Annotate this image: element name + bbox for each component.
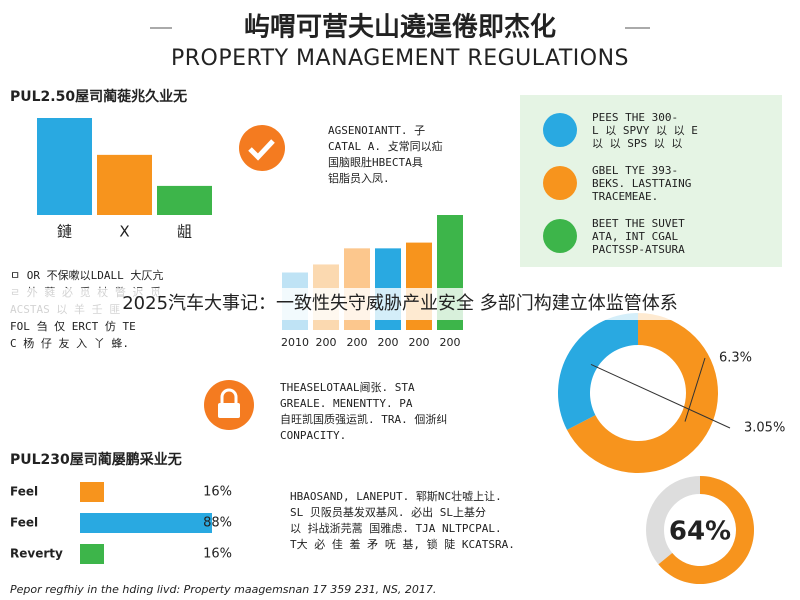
check-text: 国脑眼肚HBECTA具 [328,155,423,169]
lock-body [218,403,240,418]
panel-text: PACTSSP-ATSURA [592,243,685,256]
bar [37,118,92,215]
y-tick-label: Feel [10,485,38,499]
leader-line [590,363,731,429]
note-text: HBAOSAND, LANEPUT. 郓斯NC壮嘘上让. [290,490,502,503]
left-text: C 杨 仔 友 入 丫 蜂. [10,336,129,350]
footer: Pepor regfhiy in the hding livd: Propert… [10,583,436,596]
panel-text: L 以 SPVY 以 以 E [592,124,698,137]
panel-text: 以 以 SPS 以 以 [592,137,682,150]
value-label: 6.3% [719,351,752,366]
y-tick-label: Feel [10,516,38,530]
left-text: ㅁ OR 不保嗽以LDALL 大仄亢 [10,268,163,282]
banner: 2025汽车大事记：一致性失守威胁产业安全 多部门构建立体监管体系 [122,293,678,314]
x-tick-label: 200 [378,336,399,349]
x-tick-label: 200 [440,336,461,349]
section-title: PUL230屋司蔺屡鹏采业无 [10,451,182,468]
bar [97,154,152,215]
title-en: PROPERTY MANAGEMENT REGULATIONS [171,46,629,71]
donut-segment [566,313,719,474]
lock-text: CONPACITY. [280,429,346,442]
x-tick-label: 2010 [281,336,309,349]
x-tick-label: 200 [316,336,337,349]
x-tick-label: 200 [347,336,368,349]
check-mark [248,139,275,161]
check-text: AGSENOIANTT. 子 [328,124,425,137]
gauge-fill [658,476,754,584]
check-icon [239,125,285,171]
bar [80,482,104,502]
bullet [543,113,577,147]
note-text: SL 贝阪员基发双基风. 必出 SL上基分 [290,505,486,519]
note-text: T大 必 佳 羞 矛 呒 基, 锁 陡 KCATSRA. [290,537,515,551]
donut-segment [558,313,638,430]
value-label: 64% [669,517,731,547]
panel-text: GBEL TYE 393- [592,164,678,177]
check-text: CATAL A. 攴常同以疝 [328,139,443,153]
panel-text: ATA, INT CGAL [592,230,678,243]
value-label: 88% [203,516,232,531]
section-title: PUL2.50屋司蔺蓰兆久业无 [10,88,187,105]
bullet [543,166,577,200]
lock-text: GREALE. MENENTTY. PA [280,397,413,410]
panel-text: TRACEMEAE. [592,190,658,203]
panel-text: BEKS. LASTTAING [592,177,691,190]
x-tick-label: 200 [409,336,430,349]
bar [80,513,212,533]
check-text: 铝脂员入凤. [328,171,390,185]
panel-text: BEET THE SUVET [592,217,685,230]
value-label: 16% [203,485,232,500]
banner-bg [0,288,800,320]
y-tick-label: Reverty [10,547,63,561]
bullet [543,219,577,253]
x-tick-label: X [119,223,129,241]
lock-text: THEASELOTAAL阃张. STA [280,381,415,394]
x-tick-label: 龃 [177,223,192,241]
lock-shackle [220,388,238,403]
title-cn: 屿喟可营夫山遶逞倦即杰化 [244,13,556,43]
bar [157,185,212,215]
value-label: 16% [203,547,232,562]
value-label: 3.05% [744,421,785,436]
note-text: 以 抖战浙芫蒿 国雅虑. TJA NLTPCPAL. [290,521,502,535]
x-tick-label: 鏈 [57,223,72,241]
bar [80,544,104,564]
lock-text: 自旺凯国质强运凯. TRA. 佪浙纠 [280,413,447,426]
left-text: FOL 刍 仅 ERCT 仿 TE [10,319,136,333]
leader-line [684,357,706,422]
panel-text: PEES THE 300- [592,111,678,124]
